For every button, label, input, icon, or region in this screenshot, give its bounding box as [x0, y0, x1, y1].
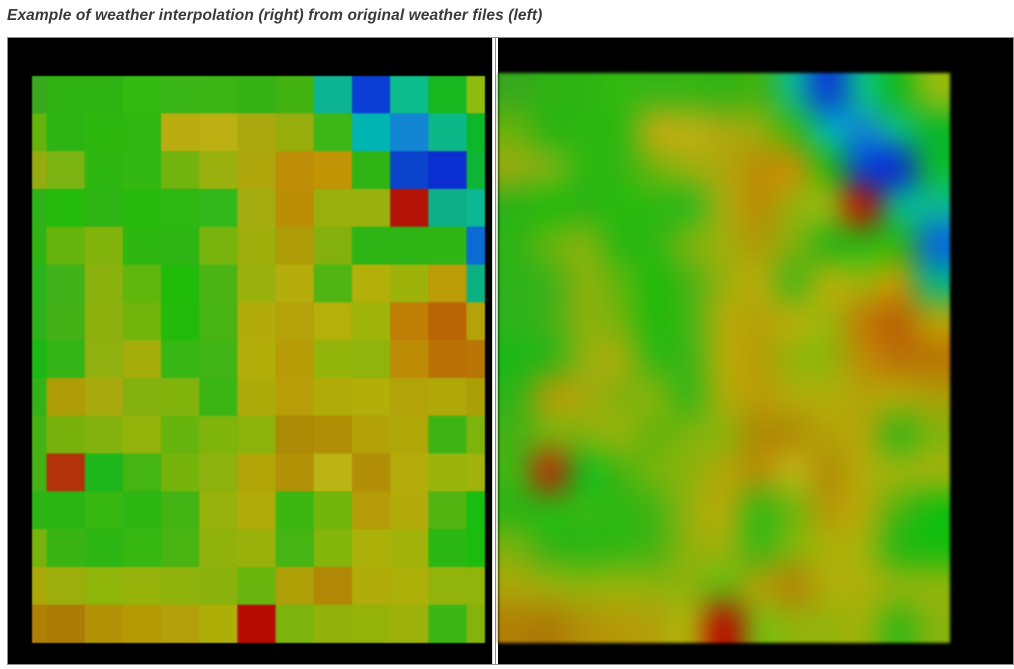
panel-divider: [492, 38, 498, 664]
figure-caption: Example of weather interpolation (right)…: [7, 7, 543, 24]
interpolated-weather-heatmap: [498, 73, 950, 643]
original-weather-heatmap: [32, 76, 485, 643]
weather-figure: [7, 37, 1014, 665]
